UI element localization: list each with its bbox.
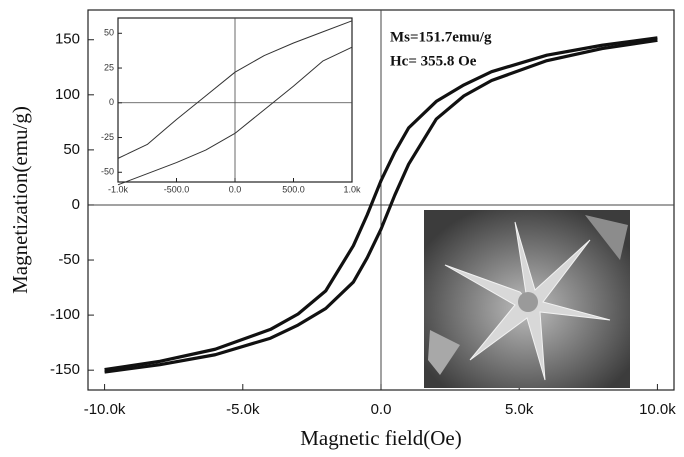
x-tick-label: 10.0k [639,401,676,418]
x-tick-label: -5.0k [226,401,260,418]
x-tick-label: 500.0 [282,184,305,194]
y-tick-label: 100 [55,86,80,103]
y-tick-label: 50 [63,141,80,158]
y-tick-label: 0 [109,97,114,107]
y-tick-label: 150 [55,31,80,48]
y-tick-label: 25 [104,62,114,72]
y-tick-label: 50 [104,28,114,38]
x-tick-label: -10.0k [84,401,126,418]
x-tick-label: 1.0k [343,184,361,194]
chart: 150 100 50 0 -50 -100 -150 -10.0k -5.0k 0.0 5.0k 10… [0,0,684,457]
x-tick-label: -1.0k [108,184,129,194]
x-axis-title: Magnetic field(Oe) [300,426,462,450]
inset-plot: 50 25 0 -25 -50 -1.0k -500.0 0.0 500.0 1.0k [101,18,361,194]
y-tick-label: -50 [101,167,114,177]
y-tick-label: -150 [50,361,80,378]
x-tick-label: 0.0 [229,184,242,194]
y-tick-label: -100 [50,306,80,323]
sem-image [424,210,630,388]
x-tick-label: 0.0 [371,401,392,418]
annotation: Ms=151.7emu/g [390,29,492,45]
y-tick-label: 0 [72,196,80,213]
y-tick-label: -50 [58,251,80,268]
x-tick-label: -500.0 [164,184,190,194]
annotation: Hc= 355.8 Oe [390,53,477,69]
x-tick-label: 5.0k [505,401,534,418]
y-axis-title: Magnetization(emu/g) [8,106,32,294]
y-tick-label: -25 [101,132,114,142]
